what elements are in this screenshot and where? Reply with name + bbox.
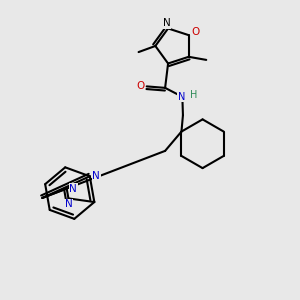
Text: N: N — [178, 92, 185, 102]
Text: O: O — [136, 81, 145, 92]
Text: N: N — [69, 184, 77, 194]
Text: N: N — [163, 18, 170, 28]
Text: O: O — [191, 27, 200, 37]
Text: H: H — [190, 90, 197, 100]
Text: N: N — [92, 171, 100, 181]
Text: N: N — [64, 199, 72, 209]
